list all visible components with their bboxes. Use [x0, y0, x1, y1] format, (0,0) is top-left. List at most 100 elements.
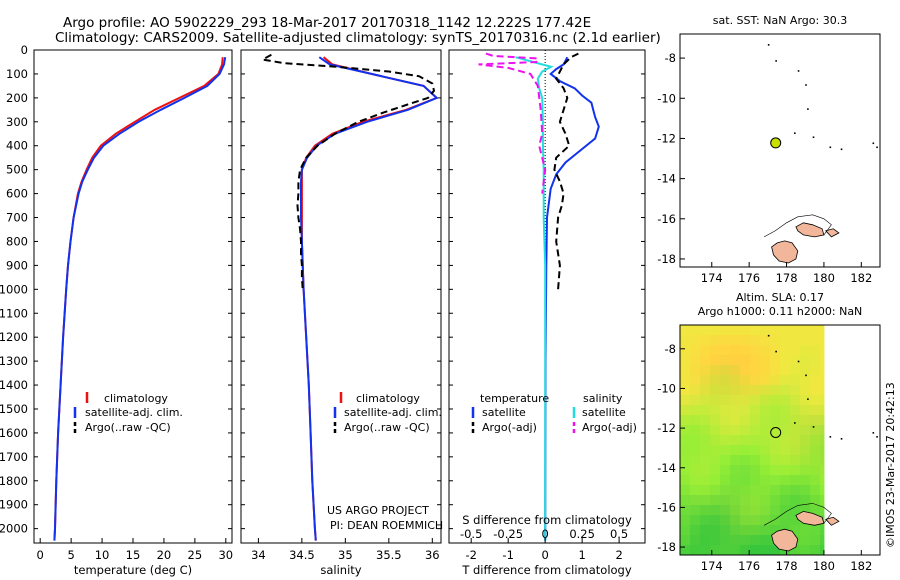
sla-cell: [810, 535, 821, 546]
sla-cell: [700, 405, 711, 416]
sla-cell: [750, 345, 761, 356]
sla-cell: [810, 485, 821, 496]
sla-cell: [730, 485, 741, 496]
sla-cell: [700, 385, 711, 396]
islet: [805, 374, 807, 377]
sla-cell: [720, 485, 731, 496]
x-tick-label: 20: [157, 548, 172, 562]
sla-cell: [700, 435, 711, 446]
map-lat-label: -10: [657, 91, 676, 105]
sla-cell: [780, 425, 791, 436]
sla-cell: [700, 535, 711, 546]
sla-cell: [800, 405, 811, 416]
sla-cell: [740, 485, 751, 496]
s-difference-x-label: S difference from climatology: [462, 513, 632, 527]
sla-cell: [800, 375, 811, 386]
x-tick-label-top: 0.25: [569, 527, 595, 541]
sla-map-field: [680, 325, 880, 555]
islet: [840, 438, 843, 440]
map-lat-label: -18: [657, 540, 676, 554]
sla-cell: [800, 395, 811, 406]
salinity-plot-frame: [240, 49, 442, 544]
series-line-climatology: [300, 56, 439, 541]
sla-cell: [760, 445, 771, 456]
sla-cell: [780, 515, 791, 526]
sla-cell: [770, 375, 781, 386]
sla-cell: [720, 425, 731, 436]
sla-cell: [730, 445, 741, 456]
sla-cell: [730, 325, 741, 336]
depth-tick-label: 100: [6, 67, 28, 81]
sla-cell: [730, 385, 741, 396]
sla-cell: [770, 335, 781, 346]
sla-cell: [810, 365, 821, 376]
sla-cell: [780, 455, 791, 466]
map-lat-label: -12: [657, 131, 676, 145]
temperature-x-ticks: 0 5 10 15 20 25 30: [37, 538, 233, 562]
sla-cell: [690, 385, 701, 396]
sla-cell: [790, 515, 801, 526]
map-lon-label: 178: [776, 559, 798, 573]
sla-cell: [680, 415, 691, 426]
depth-tick-label: 500: [6, 163, 28, 177]
sla-cell: [800, 505, 811, 516]
sla-cell: [690, 515, 701, 526]
sla-cell: [760, 365, 771, 376]
depth-tick-label: 600: [6, 187, 28, 201]
sla-cell: [820, 505, 825, 516]
difference-series: [478, 50, 600, 543]
sla-cell: [800, 485, 811, 496]
sla-cell: [780, 375, 791, 386]
sla-cell: [820, 385, 825, 396]
sla-cell: [710, 475, 721, 486]
map-lon-label: 182: [850, 559, 872, 573]
sst-map-axes: 174 176 178 180 182 -8 -10 -12 -14 -16 -18: [657, 51, 872, 285]
sla-cell: [720, 525, 731, 536]
sla-cell: [700, 515, 711, 526]
sla-cell: [800, 325, 811, 336]
sla-cell: [750, 535, 761, 546]
sla-cell: [720, 355, 731, 366]
depth-tick-label: 400: [6, 139, 28, 153]
x-tick-label-top: -0.5: [460, 527, 482, 541]
sla-cell: [760, 395, 771, 406]
x-tick-label: 2: [615, 548, 622, 562]
sla-cell: [760, 485, 771, 496]
depth-tick-label: 800: [6, 234, 28, 248]
figure-title-line1: Argo profile: AO 5902229_293 18-Mar-2017…: [63, 15, 591, 31]
sla-cell: [710, 495, 721, 506]
sla-cell: [790, 435, 801, 446]
islet: [829, 436, 832, 438]
sla-map-frame: [679, 324, 881, 556]
sla-cell: [770, 515, 781, 526]
sla-cell: [770, 485, 781, 496]
sla-cell: [760, 475, 771, 486]
imos-watermark: ©IMOS 23-Mar-2017 20:42:13: [884, 382, 897, 548]
x-tick-label: -2: [465, 548, 476, 562]
sla-cell: [730, 415, 741, 426]
sla-cell: [730, 405, 741, 416]
depth-tick-label: 1300: [0, 354, 28, 368]
x-tick-label-top: 0: [541, 527, 548, 541]
sla-cell: [750, 325, 761, 336]
sla-cell: [770, 465, 781, 476]
sla-cell: [740, 495, 751, 506]
map-lon-label: 178: [776, 271, 798, 285]
sla-cell: [790, 395, 801, 406]
sla-cell: [810, 495, 821, 506]
sla-cell: [810, 415, 821, 426]
sla-cell: [750, 495, 761, 506]
sla-cell: [760, 455, 771, 466]
sla-cell: [740, 335, 751, 346]
depth-tick-label: 1500: [0, 402, 28, 416]
difference-plot-frame: [448, 49, 646, 544]
sla-cell: [760, 465, 771, 476]
sla-cell: [770, 425, 781, 436]
sla-cell: [760, 525, 771, 536]
sla-cell: [690, 475, 701, 486]
sla-cell: [710, 545, 721, 555]
sla-cell: [730, 535, 741, 546]
sla-cell: [790, 495, 801, 506]
temperature-legend: climatology satellite-adj. clim. Argo(..…: [73, 392, 183, 434]
x-tick-label: 15: [126, 548, 141, 562]
